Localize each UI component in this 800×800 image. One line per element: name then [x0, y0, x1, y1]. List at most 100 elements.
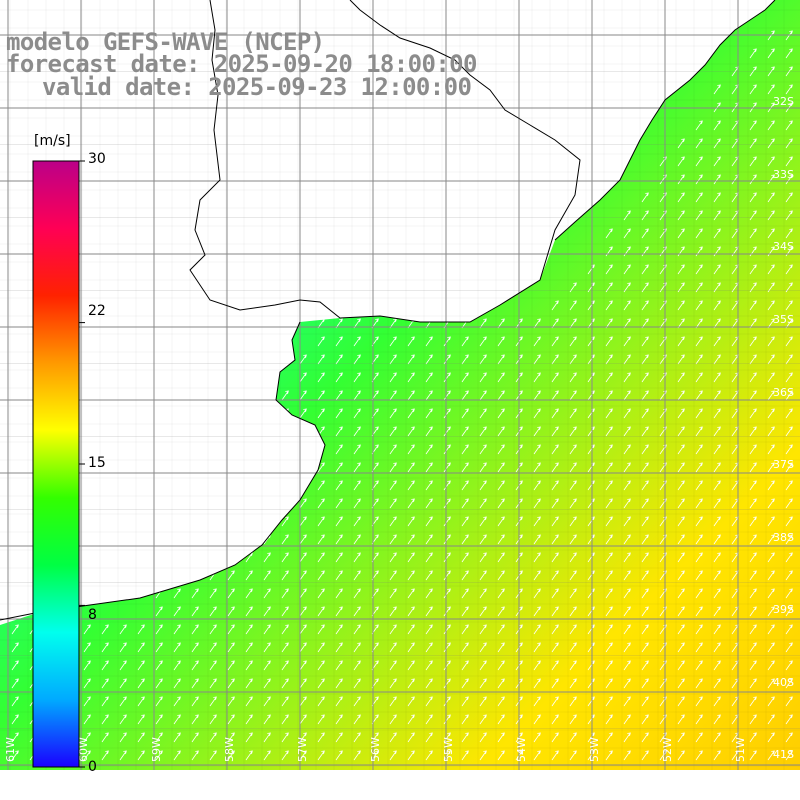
- wind-arrow-head: [627, 678, 631, 683]
- wind-arrow-head: [717, 624, 721, 629]
- wind-arrow: [137, 624, 145, 635]
- wind-arrow-head: [645, 606, 649, 611]
- wind-arrow-head: [411, 498, 415, 503]
- wind-arrow: [461, 354, 469, 365]
- wind-arrow: [389, 354, 397, 365]
- wind-arrow: [317, 390, 325, 401]
- wind-arrow-head: [753, 192, 757, 197]
- wind-arrow: [785, 408, 793, 419]
- wind-arrow: [605, 408, 613, 419]
- wind-arrow-head: [357, 696, 361, 701]
- wind-arrow-head: [411, 660, 415, 665]
- wind-arrow-head: [177, 678, 181, 683]
- wind-arrow-head: [339, 570, 343, 575]
- wind-arrow-head: [519, 732, 523, 737]
- wind-arrow: [497, 534, 505, 545]
- wind-arrow: [353, 660, 361, 671]
- wind-arrow-head: [285, 390, 289, 395]
- wind-arrow: [767, 120, 775, 131]
- wind-arrow-head: [465, 606, 469, 611]
- wind-arrow: [191, 714, 199, 725]
- wind-arrow: [479, 372, 487, 383]
- wind-arrow-head: [681, 192, 685, 197]
- wind-arrow-head: [321, 642, 325, 647]
- wind-arrow: [713, 444, 721, 455]
- wind-arrow: [695, 516, 703, 527]
- wind-arrow: [227, 624, 235, 635]
- wind-arrow-head: [771, 408, 775, 413]
- wind-arrow-head: [699, 264, 703, 269]
- wind-arrow: [767, 444, 775, 455]
- wind-arrow: [281, 462, 289, 473]
- wind-arrow: [605, 552, 613, 563]
- wind-arrow-head: [519, 570, 523, 575]
- wind-arrow: [335, 552, 343, 563]
- wind-arrow: [767, 318, 775, 329]
- wind-arrow: [587, 462, 595, 473]
- wind-arrow-head: [141, 642, 145, 647]
- wind-arrow-head: [555, 372, 559, 377]
- wind-arrow: [353, 678, 361, 689]
- wind-arrow: [785, 570, 793, 581]
- wind-arrow: [587, 570, 595, 581]
- wind-arrow-head: [87, 750, 91, 755]
- wind-arrow: [479, 660, 487, 671]
- wind-arrow-head: [159, 696, 163, 701]
- wind-arrow-head: [573, 408, 577, 413]
- wind-arrow: [533, 318, 541, 329]
- wind-arrow: [425, 462, 433, 473]
- wind-arrow: [623, 336, 631, 347]
- wind-arrow-head: [627, 588, 631, 593]
- wind-arrow-head: [717, 228, 721, 233]
- wind-arrow-head: [645, 588, 649, 593]
- wind-arrow: [191, 732, 199, 743]
- wind-arrow: [533, 552, 541, 563]
- wind-arrow: [695, 210, 703, 221]
- wind-arrow-head: [717, 642, 721, 647]
- wind-arrow: [731, 192, 739, 203]
- wind-arrow: [767, 84, 775, 95]
- wind-arrow-head: [411, 678, 415, 683]
- wind-arrow: [425, 498, 433, 509]
- wind-arrow-head: [699, 246, 703, 251]
- wind-arrow-head: [627, 318, 631, 323]
- wind-arrow: [569, 318, 577, 329]
- wind-arrow: [641, 462, 649, 473]
- wind-arrow: [767, 516, 775, 527]
- wind-arrow-head: [753, 228, 757, 233]
- wind-arrow-head: [609, 552, 613, 557]
- wind-arrow: [785, 624, 793, 635]
- wind-arrow-head: [375, 606, 379, 611]
- wind-arrow: [119, 660, 127, 671]
- wind-arrow-head: [519, 642, 523, 647]
- wind-arrow: [677, 228, 685, 239]
- wind-arrow: [353, 498, 361, 509]
- wind-arrow-head: [681, 174, 685, 179]
- wind-arrow-head: [771, 678, 775, 683]
- wind-arrow-head: [663, 660, 667, 665]
- wind-arrow-head: [339, 534, 343, 539]
- wind-arrow-head: [429, 444, 433, 449]
- wind-arrow-head: [321, 606, 325, 611]
- wind-arrow-head: [231, 678, 235, 683]
- wind-arrow: [731, 426, 739, 437]
- wind-arrow-head: [789, 516, 793, 521]
- wind-arrow-head: [501, 372, 505, 377]
- wind-arrow: [497, 498, 505, 509]
- wind-arrow: [767, 696, 775, 707]
- wind-arrow: [749, 372, 757, 383]
- wind-arrow: [317, 336, 325, 347]
- wind-arrow-head: [501, 390, 505, 395]
- wind-arrow: [731, 444, 739, 455]
- wind-arrow: [587, 624, 595, 635]
- wind-arrow-head: [339, 426, 343, 431]
- wind-arrow-head: [501, 588, 505, 593]
- wind-arrow-head: [789, 408, 793, 413]
- wind-arrow-head: [663, 408, 667, 413]
- wind-arrow: [461, 408, 469, 419]
- wind-arrow: [695, 156, 703, 167]
- wind-arrow: [245, 714, 253, 725]
- wind-arrow-head: [771, 372, 775, 377]
- wind-arrow-head: [627, 282, 631, 287]
